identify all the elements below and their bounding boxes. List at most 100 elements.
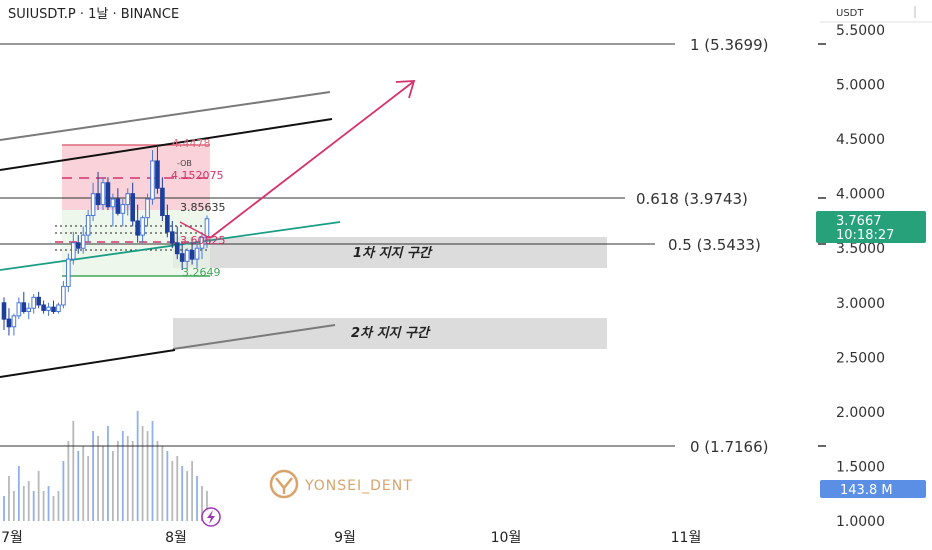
candle	[66, 253, 71, 292]
support-zone-1-label: 1차 지지 구간	[353, 245, 433, 261]
candle	[100, 177, 106, 211]
volume-bar	[171, 461, 174, 521]
price-tick-label: 5.0000	[836, 78, 885, 94]
candle	[26, 302, 32, 320]
price-tick-label: 1.5000	[836, 459, 885, 475]
volume-bar	[131, 441, 134, 521]
candle	[189, 237, 195, 265]
candle	[16, 297, 22, 320]
volume-bar	[32, 491, 35, 521]
price-tick-label: 4.0000	[836, 187, 885, 203]
volume-bar	[67, 441, 70, 521]
fib-label-0: 0 (1.7166)	[690, 438, 769, 456]
price-tick-label: 3.0000	[836, 296, 885, 312]
fib-label-1: 1 (5.3699)	[690, 36, 769, 54]
candle	[31, 294, 36, 314]
volume-bar	[62, 461, 65, 521]
time-axis[interactable]: 7월 8월 9월 10월 11월	[1, 530, 701, 546]
volume-bars	[3, 411, 208, 521]
candle	[90, 182, 96, 221]
volume-bar	[151, 421, 154, 521]
channel-lower-grey	[172, 324, 336, 350]
volume-bar	[52, 496, 55, 521]
order-block-mid-label: 4.152075	[171, 169, 224, 182]
candle	[194, 242, 200, 268]
candle	[150, 150, 155, 205]
volume-bar	[196, 476, 198, 521]
channel-upper-black	[0, 118, 333, 171]
price-tick-labels: 5.5000 5.0000 4.5000 4.0000 3.5000 3.0000 2.50…	[836, 23, 885, 530]
order-block-top-label: 4.4478	[172, 137, 211, 150]
candle	[85, 210, 91, 243]
candle	[61, 280, 66, 309]
volume-bar	[87, 456, 90, 521]
candle	[56, 302, 61, 314]
price-tick-label: 2.0000	[836, 405, 885, 421]
volume-bar	[37, 471, 40, 521]
volume-bar	[107, 426, 109, 521]
watermark-text: YONSEI_DENT	[304, 478, 413, 494]
support-zone-2-label: 2차 지지 구간	[351, 325, 431, 341]
volume-bar	[17, 466, 20, 521]
price-tick-label: 4.5000	[836, 132, 885, 148]
volume-bar	[112, 451, 114, 521]
candle	[184, 248, 190, 271]
candle	[170, 220, 175, 249]
order-block-label: -OB	[177, 159, 192, 168]
volume-bar	[126, 436, 129, 521]
volume-bar	[166, 451, 169, 521]
candle	[105, 177, 111, 211]
channel-lower-black	[0, 349, 176, 378]
watermark-logo: YONSEI_DENT	[269, 469, 413, 499]
projection-arrow	[209, 81, 414, 239]
candle	[41, 300, 46, 314]
time-tick-label: 9월	[334, 530, 356, 546]
volume-bar	[27, 481, 30, 521]
candle	[36, 291, 41, 309]
volume-bar	[3, 496, 5, 521]
price-tick-label: 1.0000	[836, 514, 885, 530]
volume-bar	[116, 441, 119, 521]
price-axis[interactable]: USDT 5.5000 5.0000 4.5000 4.0000 3.5000 3.000…	[820, 0, 932, 550]
volume-bar	[146, 431, 149, 521]
volume-bar	[206, 491, 208, 521]
candle	[1, 297, 7, 331]
current-price-badge: 3.7667 10:18:27	[816, 211, 926, 243]
volume-bar	[22, 486, 25, 521]
volume-bar	[8, 476, 10, 521]
lightning-icon[interactable]	[201, 507, 221, 527]
candle	[179, 242, 185, 271]
candle	[145, 193, 150, 227]
candle	[75, 235, 81, 254]
volume-bar	[102, 446, 104, 521]
support-zone-2	[173, 318, 607, 349]
candle	[165, 204, 170, 238]
price-tick-label: 5.5000	[836, 23, 885, 39]
support-zone-1	[173, 237, 607, 268]
volume-bar	[42, 491, 45, 521]
time-tick-label: 7월	[1, 530, 23, 546]
chart-title: SUIUSDT.P · 1날 · BINANCE	[8, 7, 179, 22]
price-tick-label: 3.5000	[836, 241, 885, 257]
projection-arrow-head	[395, 80, 416, 99]
volume-bar	[161, 446, 164, 521]
time-tick-label: 11월	[671, 530, 702, 546]
level-label-2: 3.60625	[180, 234, 226, 247]
candle	[6, 308, 12, 336]
time-tick-label: 8월	[165, 530, 187, 546]
volume-value: 143.8 M	[840, 483, 893, 498]
candle	[115, 188, 121, 216]
volume-bar	[136, 411, 139, 521]
volume-bar	[191, 461, 193, 521]
volume-bar	[72, 421, 75, 521]
current-price-value: 3.7667	[836, 214, 882, 229]
volume-bar	[13, 491, 15, 521]
volume-bar	[186, 471, 189, 521]
volume-bar	[82, 446, 85, 521]
fib-label-05: 0.5 (3.5433)	[668, 236, 761, 254]
candle	[155, 144, 160, 194]
green-trendline	[0, 221, 341, 271]
volume-bar	[57, 491, 60, 521]
candle	[46, 302, 51, 316]
